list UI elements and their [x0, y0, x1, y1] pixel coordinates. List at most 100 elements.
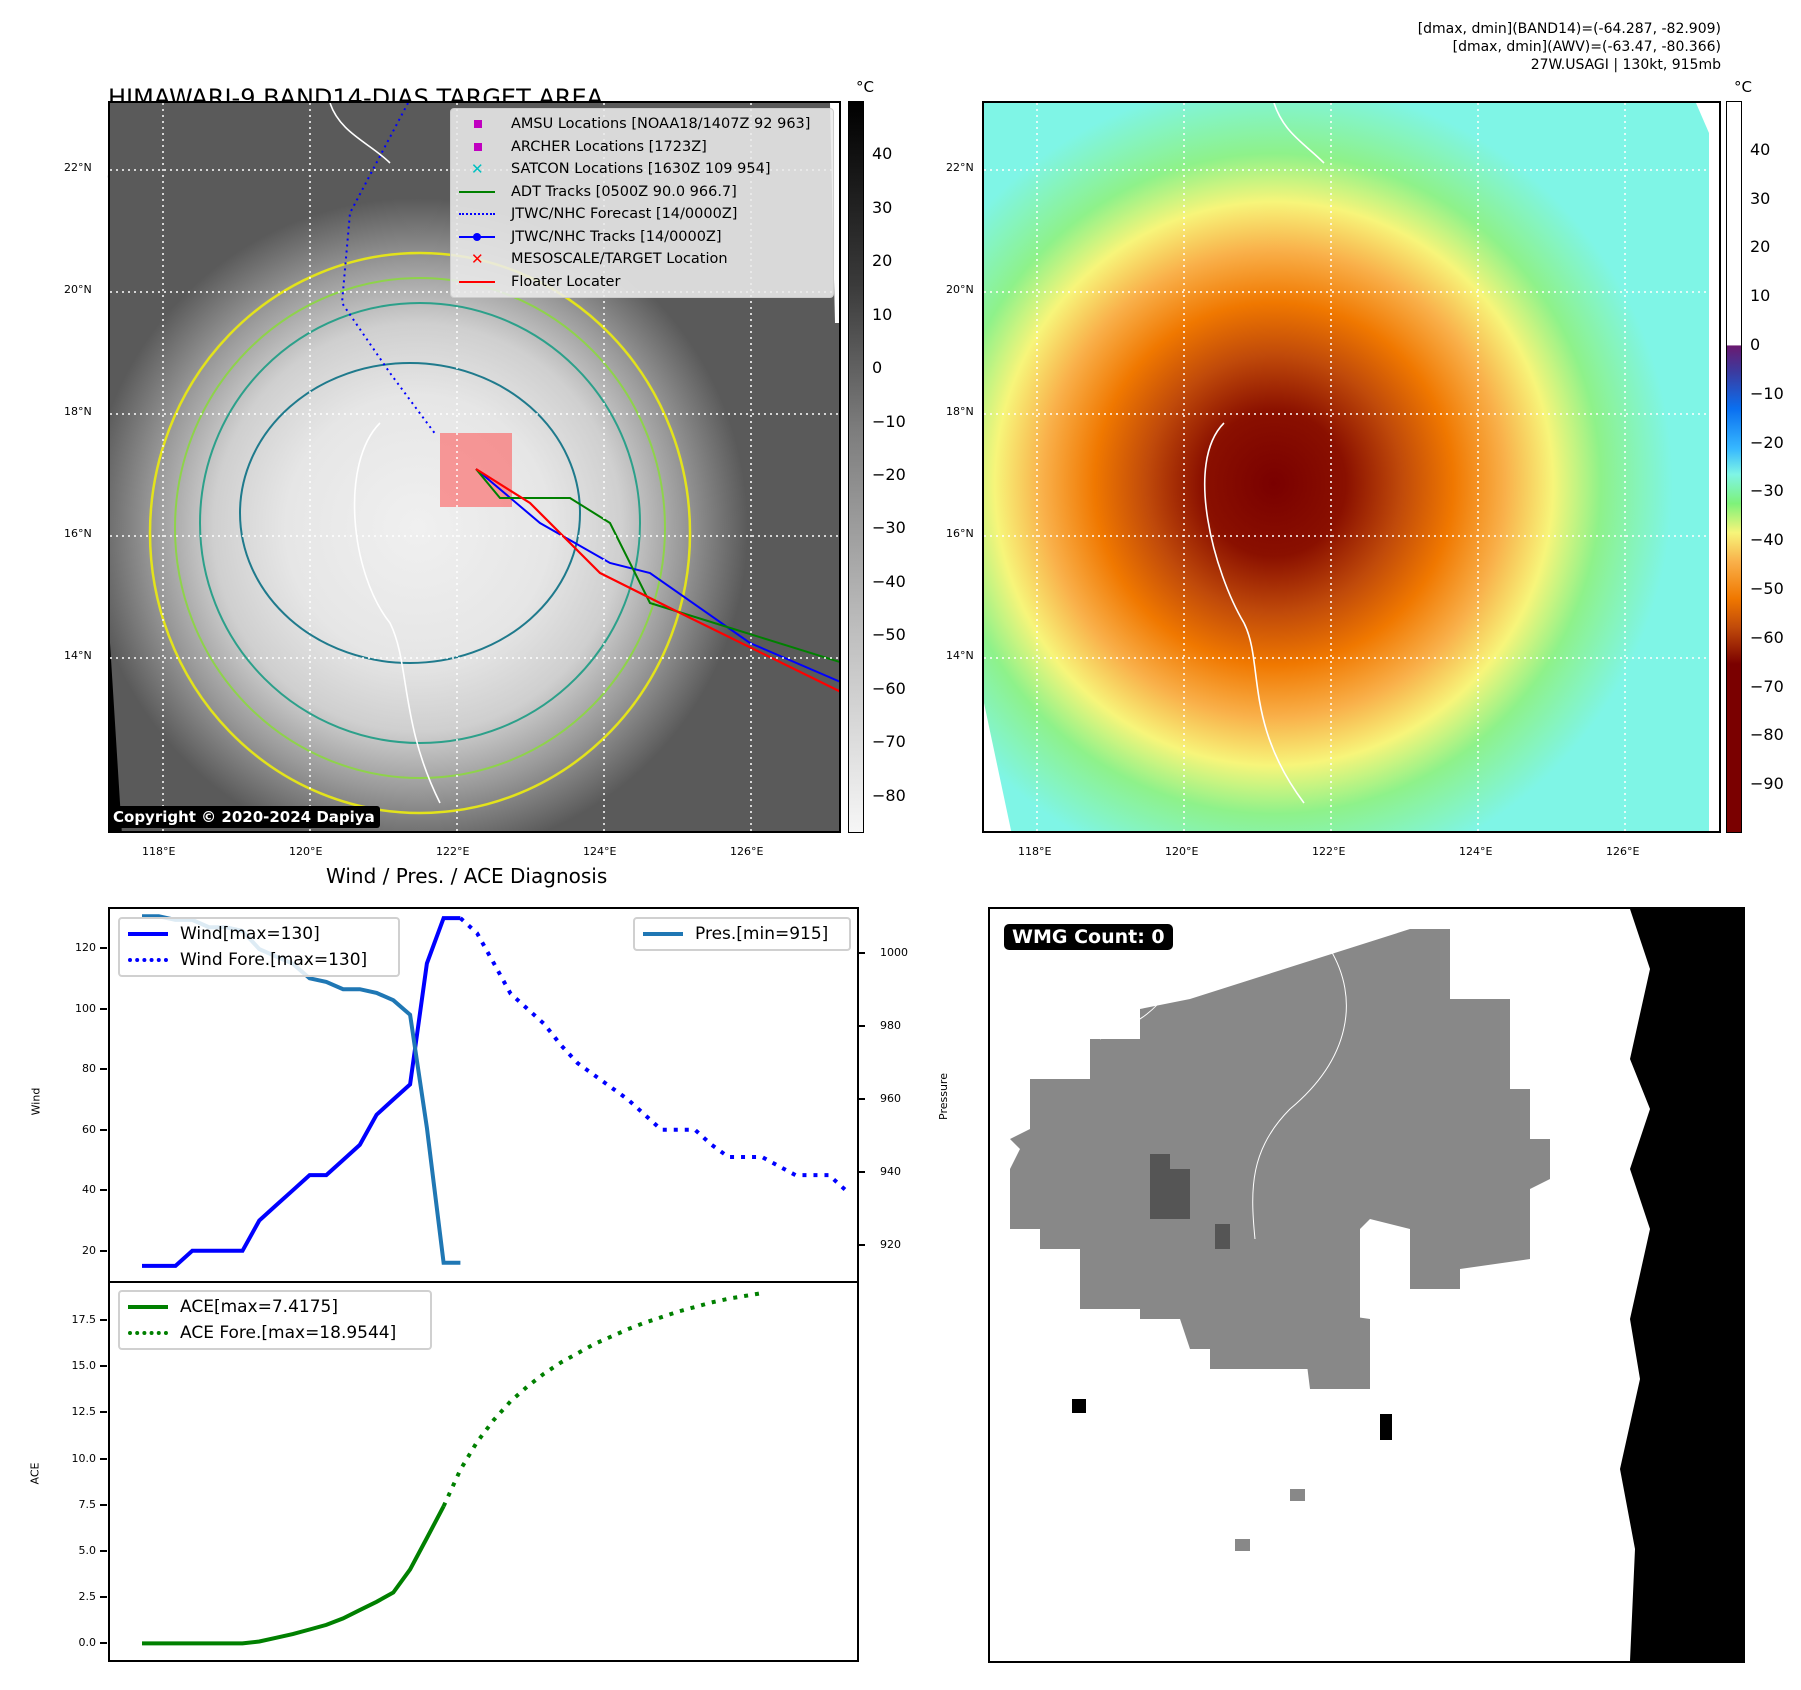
- steelblue-line-icon: [643, 927, 683, 941]
- y-tick-mark: [100, 1007, 107, 1010]
- wmg-dark-cell: [1215, 1224, 1230, 1249]
- lon-tick: 118°E: [1018, 845, 1052, 858]
- blue-line-dot-icon: [459, 230, 499, 244]
- wmg-panel[interactable]: [988, 907, 1745, 1663]
- wmg-black-cell: [1072, 1399, 1086, 1413]
- pressure-legend: Pres.[min=915]: [633, 917, 851, 951]
- y-tick-label: 980: [880, 1018, 901, 1032]
- wmg-black-cell: [1380, 1414, 1392, 1440]
- legend-item-satcon: ✕ SATCON Locations [1630Z 109 954]: [459, 158, 825, 181]
- colorbar-tick: −60: [1750, 627, 1784, 647]
- lat-tick: 14°N: [946, 649, 974, 662]
- coastline-taiwan: [329, 103, 391, 164]
- lon-tick: 124°E: [1459, 845, 1493, 858]
- title-line-1: HIMAWARI-9 BAND14-DIAS TARGET AREA: [108, 84, 604, 112]
- contour-green: [174, 277, 666, 779]
- wmg-gray-region: [1010, 929, 1550, 1389]
- map-legend: AMSU Locations [NOAA18/1407Z 92 963] ARC…: [450, 108, 834, 298]
- lon-tick: 120°E: [289, 845, 323, 858]
- colorbar-tick: 30: [872, 197, 893, 217]
- legend-item-wind: Wind[max=130]: [128, 921, 390, 947]
- y-tick-label: 80: [82, 1062, 96, 1076]
- lat-tick: 20°N: [946, 283, 974, 296]
- jtwc-forecast-track: [340, 103, 437, 436]
- blue-line-icon: [128, 927, 168, 941]
- y-tick-mark: [100, 1365, 107, 1368]
- lon-tick: 126°E: [730, 845, 764, 858]
- y-tick-label: 10.0: [71, 1451, 97, 1465]
- lat-tick: 20°N: [64, 283, 92, 296]
- series-line-wind-fore-: [459, 916, 848, 1192]
- y-tick-mark: [100, 947, 107, 950]
- lon-tick: 122°E: [1312, 845, 1346, 858]
- legend-item-wind-forecast: Wind Fore.[max=130]: [128, 947, 390, 973]
- y-tick-label: 120: [75, 941, 96, 955]
- lon-tick: 124°E: [583, 845, 617, 858]
- colorbar-tick: −30: [1750, 481, 1784, 501]
- legend-item-amsu: AMSU Locations [NOAA18/1407Z 92 963]: [459, 113, 825, 136]
- wmg-dark-cell: [1150, 1154, 1170, 1219]
- red-line-icon: [459, 275, 499, 289]
- colorbar-tick: 30: [1750, 188, 1771, 208]
- coastline: [353, 422, 441, 804]
- colorbar-tick: 10: [1750, 286, 1771, 306]
- colorbar-tick: −80: [1750, 725, 1784, 745]
- y-tick-mark: [100, 1596, 107, 1599]
- legend-item-jtwc-tracks: JTWC/NHC Tracks [14/0000Z]: [459, 226, 825, 249]
- lat-tick: 16°N: [946, 527, 974, 540]
- y-tick-label: 5.0: [78, 1543, 97, 1557]
- y-tick-mark: [100, 1411, 107, 1414]
- legend-item-archer: ARCHER Locations [1723Z]: [459, 136, 825, 159]
- y-tick-mark: [100, 1642, 107, 1645]
- y-tick-label: 20: [82, 1243, 96, 1257]
- legend-item-ace: ACE[max=7.4175]: [128, 1294, 422, 1320]
- pressure-axis-label: Pressure: [936, 1073, 950, 1120]
- contour-teal: [199, 302, 641, 744]
- y-tick-mark: [858, 1243, 865, 1246]
- colorbar-tick: −10: [872, 411, 906, 431]
- colorbar-unit-left: °C: [856, 78, 874, 96]
- ace-axis-label: ACE: [28, 1462, 42, 1485]
- y-tick-label: 960: [880, 1091, 901, 1105]
- coastline-taiwan: [1273, 103, 1325, 164]
- contour-yellow: [148, 251, 692, 815]
- lat-tick: 22°N: [946, 161, 974, 174]
- y-tick-label: 60: [82, 1122, 96, 1136]
- cyan-x-icon: ✕: [471, 160, 484, 179]
- colorbar-tick: 40: [872, 144, 893, 164]
- colorbar-tick: 0: [1750, 335, 1761, 354]
- coastline: [1099, 968, 1181, 1040]
- lon-gridlines: [1036, 103, 1626, 831]
- wmg-black-region: [1620, 909, 1743, 1661]
- diagnosis-title: Wind / Pres. / ACE Diagnosis: [326, 864, 608, 888]
- awv-colorbar: [1726, 101, 1742, 833]
- lat-tick: 18°N: [64, 405, 92, 418]
- copyright-label: Copyright © 2020-2024 Dapiya: [108, 806, 380, 828]
- y-tick-mark: [100, 1068, 107, 1071]
- lon-tick: 120°E: [1165, 845, 1199, 858]
- legend-item-pressure: Pres.[min=915]: [643, 921, 841, 947]
- awv-field: [984, 103, 1709, 831]
- wind-axis-label: Wind: [29, 1087, 43, 1116]
- wmg-count-badge: WMG Count: 0: [1004, 924, 1173, 950]
- wmg-gray-region-south: [1300, 1309, 1370, 1389]
- colorbar-tick: 20: [1750, 237, 1771, 257]
- red-x-icon: ✕: [471, 250, 484, 269]
- blue-dotted-line-icon: [128, 953, 168, 967]
- wmg-dark-cell: [1170, 1169, 1190, 1219]
- colorbar-tick: 10: [872, 304, 893, 324]
- ace-legend: ACE[max=7.4175] ACE Fore.[max=18.9544]: [118, 1290, 432, 1350]
- green-line-icon: [459, 185, 499, 199]
- lat-tick: 22°N: [64, 161, 92, 174]
- y-tick-mark: [100, 1457, 107, 1460]
- awv-color-map[interactable]: [982, 101, 1721, 833]
- wmg-gray-cell: [1235, 1539, 1250, 1551]
- legend-item-floater: Floater Locater: [459, 271, 825, 294]
- colorbar-unit-right: °C: [1734, 78, 1752, 96]
- legend-item-jtwc-forecast: JTWC/NHC Forecast [14/0000Z]: [459, 203, 825, 226]
- y-tick-mark: [858, 1170, 865, 1173]
- lon-tick: 118°E: [142, 845, 176, 858]
- stats-band14: [dmax, dmin](BAND14)=(-64.287, -82.909): [1417, 21, 1721, 37]
- y-tick-mark: [100, 1128, 107, 1131]
- floater-locater-track: [475, 468, 839, 693]
